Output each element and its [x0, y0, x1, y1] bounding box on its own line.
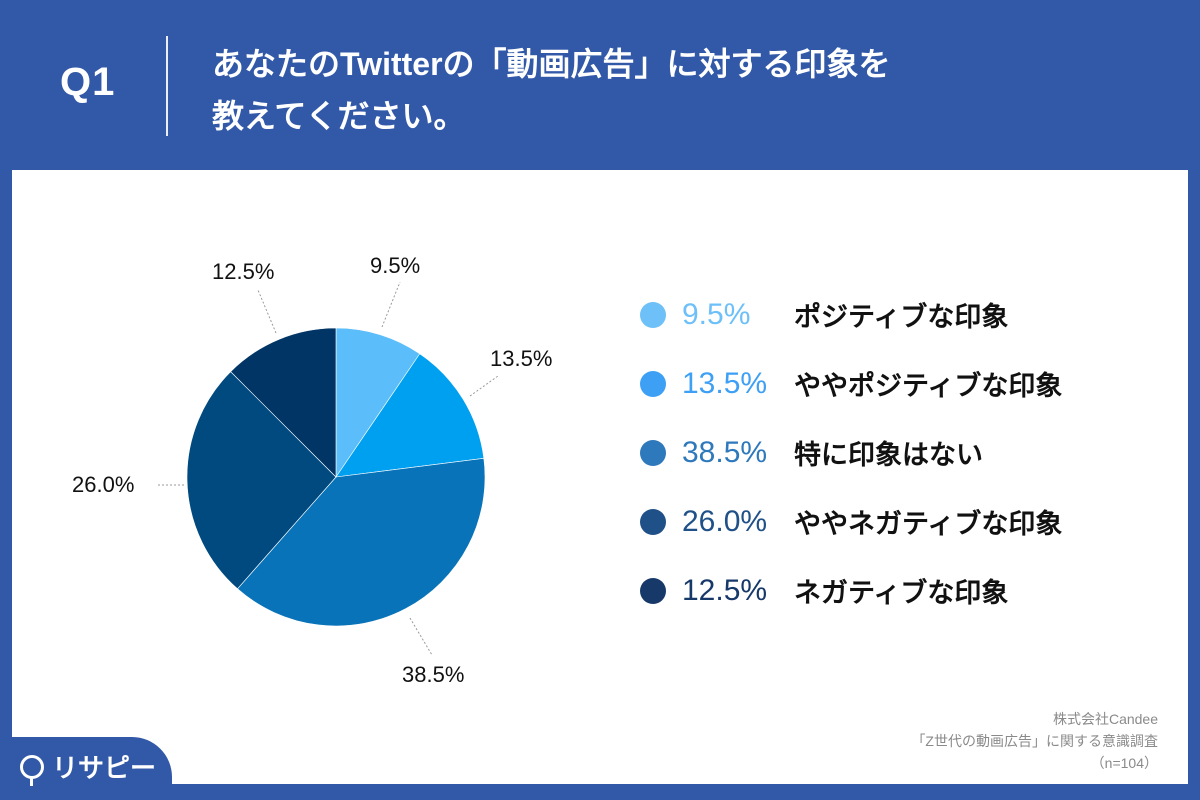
legend-dot-icon: [640, 301, 666, 328]
pie-label-somewhat-positive: 13.5%: [490, 346, 553, 371]
pie-slice: [237, 457, 486, 627]
pie-label-neutral: 38.5%: [402, 662, 465, 687]
map-pin-icon: [20, 754, 44, 786]
legend-label: ややネガティブな印象: [794, 509, 1063, 539]
legend-label: ややポジティブな印象: [794, 371, 1063, 401]
logo: リサピー: [20, 748, 157, 786]
legend-dot-icon: [640, 370, 666, 397]
legend-label: 特に印象はない: [794, 440, 983, 470]
title-line-2: 教えてください。: [212, 98, 466, 134]
legend-item-negative: 12.5% ネガティブな印象: [640, 556, 1062, 625]
pie-slice: [335, 327, 421, 478]
legend-item-neutral: 38.5% 特に印象はない: [640, 418, 1062, 487]
pie-slice: [230, 327, 337, 478]
legend-percent: 13.5%: [682, 366, 768, 400]
legend-dot-icon: [640, 577, 666, 604]
source-company: 株式会社Candee: [1052, 711, 1158, 727]
source-survey: 「Z世代の動画広告」に関する意識調査: [911, 733, 1158, 749]
legend: 9.5% ポジティブな印象 13.5% ややポジティブな印象 38.5% 特に印…: [640, 280, 1062, 625]
legend-percent: 38.5%: [682, 435, 768, 469]
legend-dot-icon: [640, 439, 666, 466]
legend-item-somewhat-negative: 26.0% ややネガティブな印象: [640, 487, 1062, 556]
legend-percent: 26.0%: [682, 504, 768, 538]
pie-label-somewhat-negative: 26.0%: [72, 472, 135, 497]
legend-label: ネガティブな印象: [794, 578, 1009, 608]
legend-percent: 12.5%: [682, 573, 768, 607]
pie-slice: [335, 353, 485, 478]
pie-slice: [186, 371, 337, 590]
source-sample-size: （n=104）: [1090, 755, 1158, 771]
pie-label-negative: 12.5%: [212, 259, 275, 284]
header-divider: [166, 36, 168, 136]
question-number: Q1: [60, 60, 116, 104]
legend-label: ポジティブな印象: [794, 302, 1009, 332]
header: Q1 あなたのTwitterの「動画広告」に対する印象を 教えてください。: [0, 0, 1200, 170]
logo-text: リサピー: [52, 753, 157, 783]
legend-item-somewhat-positive: 13.5% ややポジティブな印象: [640, 349, 1062, 418]
legend-dot-icon: [640, 508, 666, 535]
legend-item-positive: 9.5% ポジティブな印象: [640, 280, 1062, 349]
question-title: あなたのTwitterの「動画広告」に対する印象を 教えてください。: [212, 38, 891, 142]
legend-percent: 9.5%: [682, 297, 751, 331]
title-line-1: あなたのTwitterの「動画広告」に対する印象を: [212, 46, 891, 82]
source-note: 株式会社Candee 「Z世代の動画広告」に関する意識調査 （n=104）: [911, 708, 1158, 774]
pie-label-positive: 9.5%: [370, 253, 421, 278]
